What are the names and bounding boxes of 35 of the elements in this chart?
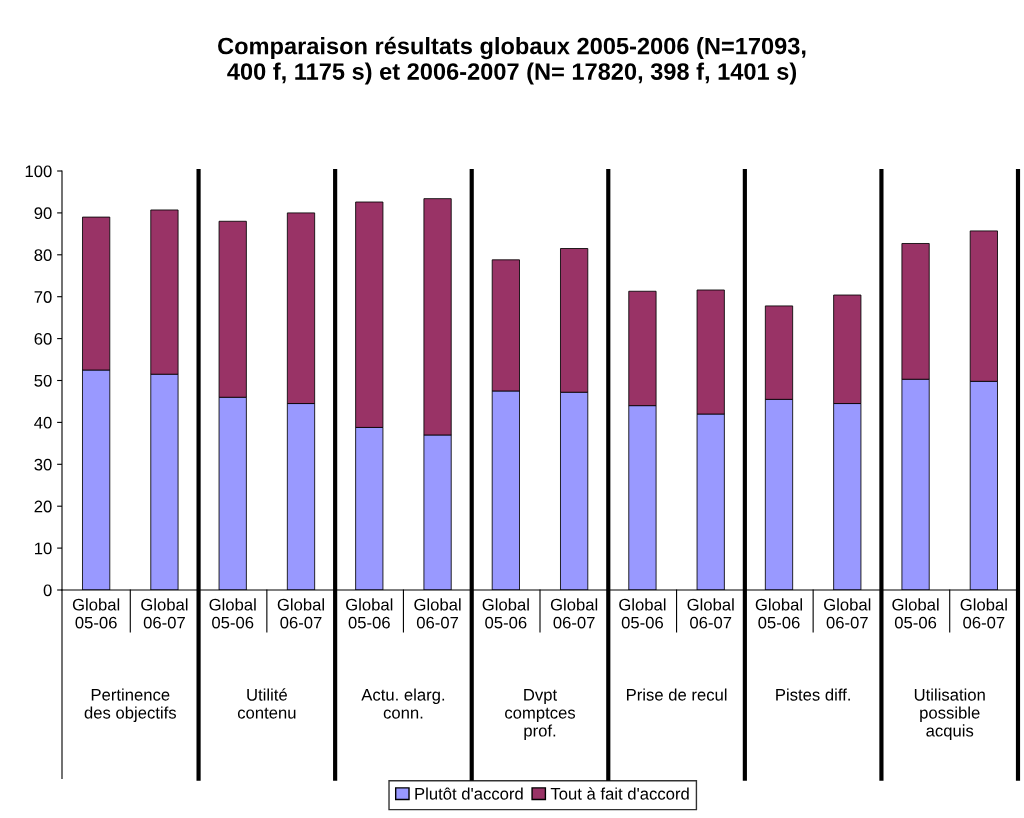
x-tick-label: Global 05-06 xyxy=(72,598,120,629)
y-tick-label: 30 xyxy=(34,458,52,471)
text: Pistes diff. xyxy=(776,688,850,701)
x-tick-label: Global 05-06 xyxy=(209,598,256,629)
y-tick-label: 80 xyxy=(34,249,52,261)
legend-label: Plutôt d'accord xyxy=(415,787,523,800)
y-tick-label: 70 xyxy=(34,291,52,303)
y-tick-label: 40 xyxy=(34,416,52,429)
y-tick-label: 20 xyxy=(34,500,52,513)
legend-label: Tout à fait d'accord xyxy=(550,787,689,800)
y-tick-label: 100 xyxy=(25,165,52,178)
x-tick-label: Global 05-06 xyxy=(619,598,666,629)
x-tick-label: Global 06-07 xyxy=(414,598,461,629)
x-tick-label: Global 06-07 xyxy=(550,598,598,629)
text: Utilisation possible acquis xyxy=(914,688,985,740)
text: Prise de recul xyxy=(626,688,727,701)
y-tick-label: 50 xyxy=(34,374,52,387)
x-tick-label: Global 05-06 xyxy=(482,598,529,629)
text: Actu. elarg. conn. xyxy=(361,688,445,719)
x-tick-label: Global 05-06 xyxy=(892,598,939,629)
text: Utilité contenu xyxy=(237,688,296,719)
x-tick-label: Global 05-06 xyxy=(346,598,393,629)
x-tick-label: Global 06-07 xyxy=(277,598,324,629)
y-tick-label: 0 xyxy=(43,584,52,597)
x-tick-label: Global 06-07 xyxy=(824,598,871,629)
text: Dvpt comptces prof. xyxy=(505,689,576,740)
x-tick-label: Global 06-07 xyxy=(687,598,734,629)
x-tick-label: Global 06-07 xyxy=(141,598,188,629)
y-tick-label: 10 xyxy=(35,542,52,555)
chart-title: Comparaison résultats globaux 2005-2006 (N=17093, 400 f, 1175 s) et 2006-2007 (N= 17820, 398 f, 1401 s) xyxy=(218,36,806,85)
y-tick-label: 60 xyxy=(34,333,52,345)
text: Pertinence des objectifs xyxy=(84,688,177,722)
x-tick-label: Global 06-07 xyxy=(960,598,1007,629)
x-tick-label: Global 05-06 xyxy=(755,598,802,629)
y-tick-label: 90 xyxy=(34,207,52,220)
